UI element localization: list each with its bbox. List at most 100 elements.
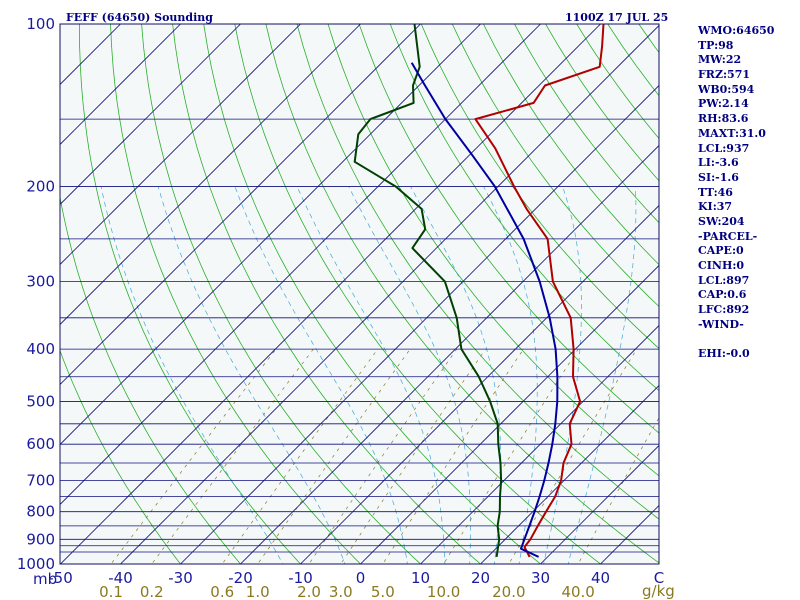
dry-adiabat <box>79 24 302 564</box>
index-line: TT:46 <box>698 185 733 199</box>
plot-background <box>60 24 659 564</box>
pressure-axis-labels: 100 200 300 400 500 600 700 800 900 1000 <box>17 15 55 573</box>
isotherm <box>60 24 482 446</box>
index-line: MW:22 <box>698 53 742 67</box>
index-line: KI:37 <box>698 200 733 214</box>
index-line: RH:83.6 <box>698 112 749 126</box>
index-line: WB0:594 <box>698 82 755 96</box>
pressure-tick-label: 300 <box>26 273 55 291</box>
dry-adiabat <box>420 24 659 350</box>
profile-traces <box>353 24 605 558</box>
index-line <box>698 332 798 347</box>
mixing-ratio-line <box>577 417 659 564</box>
index-line: WMO:64650 <box>698 24 775 37</box>
index-line: LCL:897 <box>698 273 750 287</box>
moist-adiabat <box>410 186 502 564</box>
dry-adiabat <box>60 195 242 564</box>
temperature-axis-labels: -50 -40 -30 -20 -10 0 10 20 30 40 C <box>48 569 664 587</box>
mixing-ratio-tick-label: 0.2 <box>140 583 164 600</box>
pressure-tick-label: 200 <box>26 178 55 196</box>
mixing-ratio-tick-label: 2.0 <box>297 583 321 600</box>
index-line: LI:-3.6 <box>698 156 739 170</box>
dry-adiabat <box>296 24 659 520</box>
mixing-ratio-tick-label: 1.0 <box>246 583 270 600</box>
grid-layer <box>60 24 659 564</box>
dry-adiabat <box>483 24 659 266</box>
pressure-tick-label: 100 <box>26 15 55 33</box>
index-line: LFC:892 <box>698 303 750 317</box>
mixing-ratio-line <box>110 348 277 564</box>
pressure-tick-label: 1000 <box>17 555 55 573</box>
temperature-tick-label: -40 <box>108 569 133 587</box>
moist-adiabat <box>296 186 446 564</box>
temperature-tick-label: 40 <box>591 569 610 587</box>
mixing-ratio-line <box>257 348 411 564</box>
pressure-tick-label: 900 <box>26 530 55 548</box>
isotherm <box>60 24 422 386</box>
mixing-ratio-line <box>221 348 379 564</box>
moist-adiabat <box>483 186 538 564</box>
temperature-tick-label: 0 <box>356 569 366 587</box>
isotherm <box>539 444 659 564</box>
temperature-tick-label: C <box>654 569 664 587</box>
index-line: PW:2.14 <box>698 97 749 111</box>
mixing-ratio-line <box>382 348 524 564</box>
mixing-ratio-tick-label: 0.6 <box>210 583 234 600</box>
isotherm <box>299 204 659 564</box>
temperature-tick-label: -30 <box>168 569 193 587</box>
mixing-ratio-line <box>308 348 457 564</box>
index-line: SW:204 <box>698 214 745 228</box>
dewpoint-trace <box>353 24 503 558</box>
pressure-tick-label: 600 <box>26 435 55 453</box>
isotherm <box>60 24 542 506</box>
sounding-time: 1100Z 17 JUL 25 <box>565 11 668 24</box>
isotherm <box>239 144 659 564</box>
isotherm <box>359 264 659 564</box>
mixing-ratio-tick-label: 5.0 <box>371 583 395 600</box>
isotherm <box>119 24 659 564</box>
moist-adiabat <box>234 186 408 564</box>
isotherm <box>60 24 242 206</box>
mixing-ratio-axis-labels: 0.1 0.2 0.6 1.0 2.0 3.0 5.0 10.0 20.0 40.0 <box>99 583 595 600</box>
temperature-tick-label: 30 <box>531 569 550 587</box>
moist-adiabat <box>348 186 471 564</box>
index-line: -PARCEL- <box>698 229 758 243</box>
isotherm <box>60 24 362 326</box>
isotherm <box>60 24 302 266</box>
plot-frame <box>59 23 660 565</box>
dry-adiabat <box>265 24 659 564</box>
pressure-tick-label: 800 <box>26 503 55 521</box>
dry-adiabat <box>358 24 659 434</box>
temperature-tick-label: -20 <box>228 569 253 587</box>
temperature-tick-label: 10 <box>411 569 430 587</box>
chart-title: FEFF (64650) Sounding <box>66 11 213 24</box>
mixing-ratio-line <box>340 348 486 564</box>
dry-adiabat <box>389 24 659 392</box>
mixing-ratio-tick-label: 40.0 <box>561 583 594 600</box>
stability-indices-panel: WMO:64650 TP:98 MW:22 FRZ:571 WB0:594 PW:2.14… <box>698 24 798 362</box>
temperature-trace <box>474 24 605 558</box>
index-line: FRZ:571 <box>698 68 751 82</box>
index-line: CINH:0 <box>698 259 745 272</box>
dry-adiabat <box>141 24 422 564</box>
index-line: LCL:937 <box>698 141 750 155</box>
parcel-trace <box>410 62 559 558</box>
dry-adiabat <box>172 24 482 564</box>
dry-adiabat <box>60 349 182 564</box>
mixing-ratio-tick-label: 10.0 <box>427 583 460 600</box>
mixing-ratio-tick-label: 3.0 <box>329 583 353 600</box>
mixing-ratio-line <box>443 348 579 564</box>
mixing-ratio-tick-label: 20.0 <box>492 583 525 600</box>
dry-adiabat <box>203 24 542 564</box>
mixing-ratio-tick-label: 0.1 <box>99 583 123 600</box>
moist-adiabat <box>567 186 637 564</box>
mixing-ratio-unit-label: g/kg <box>642 582 675 600</box>
index-line: EHI:-0.0 <box>698 347 750 361</box>
isotherm <box>60 24 602 564</box>
pressure-tick-label: 400 <box>26 340 55 358</box>
temperature-tick-label: 20 <box>471 569 490 587</box>
index-line: CAP:0.6 <box>698 288 747 302</box>
index-line: CAPE:0 <box>698 244 744 258</box>
index-line: -WIND- <box>698 317 744 331</box>
index-line: TP:98 <box>698 38 734 52</box>
